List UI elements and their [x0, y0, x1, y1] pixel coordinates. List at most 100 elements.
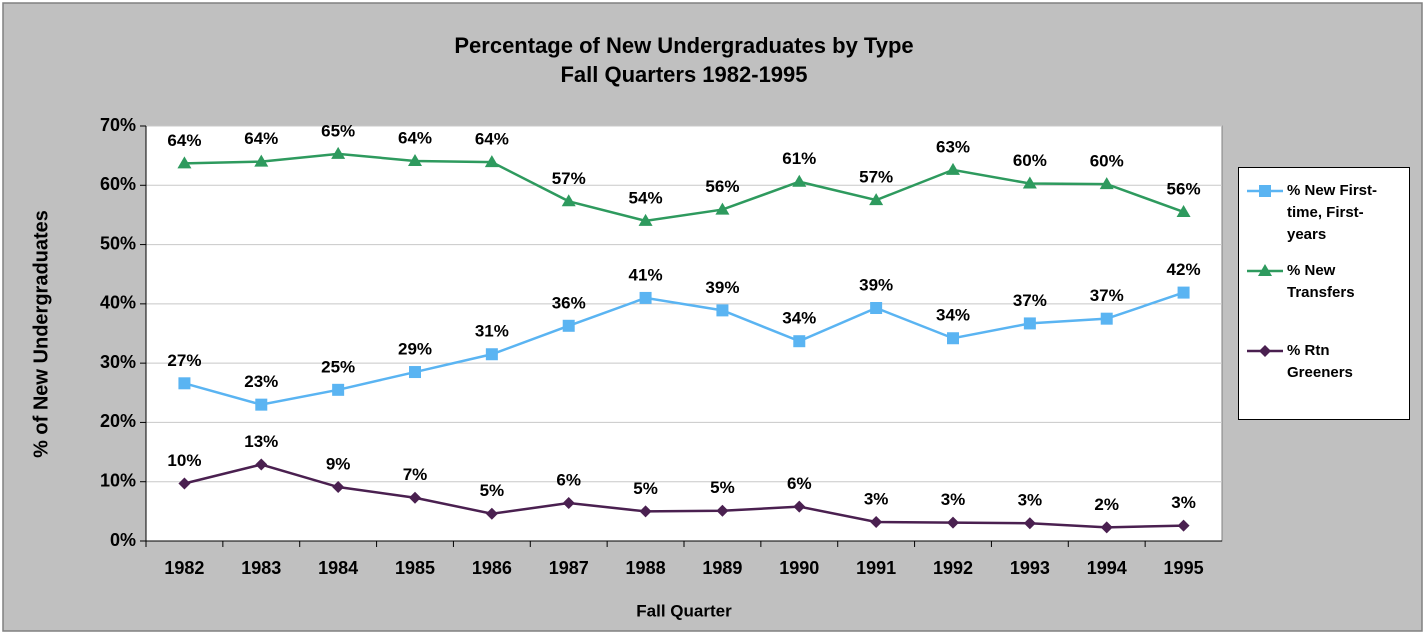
data-label: 64%	[475, 130, 509, 149]
x-tick-label: 1993	[1010, 558, 1050, 578]
marker	[639, 291, 652, 304]
y-tick-label: 70%	[100, 115, 136, 135]
y-tick-label: 50%	[100, 233, 136, 253]
data-label: 60%	[1090, 152, 1124, 171]
data-label: 34%	[782, 309, 816, 328]
series-line	[184, 463, 1184, 529]
series-line	[184, 291, 1184, 406]
data-label: 10%	[167, 451, 201, 470]
marker	[177, 156, 192, 169]
marker	[1177, 519, 1190, 532]
marker	[485, 348, 498, 361]
data-label: 23%	[244, 372, 278, 391]
data-label: 6%	[787, 474, 812, 493]
data-label: 54%	[629, 188, 663, 207]
marker	[869, 193, 884, 206]
data-label: 29%	[398, 340, 432, 359]
x-tick-label: 1988	[626, 558, 666, 578]
marker	[792, 174, 807, 187]
data-label: 6%	[556, 471, 581, 490]
x-tick-label: 1986	[472, 558, 512, 578]
legend-label: % New Transfers	[1287, 262, 1355, 301]
x-axis-label: Fall Quarter	[636, 601, 732, 620]
data-label: 60%	[1013, 151, 1047, 170]
data-label: 39%	[859, 275, 893, 294]
marker	[255, 398, 268, 411]
y-tick-label: 0%	[110, 530, 136, 550]
data-label: 42%	[1167, 260, 1201, 279]
marker	[409, 491, 421, 504]
marker	[409, 366, 421, 379]
legend-label: % New First-time, First-years	[1287, 182, 1378, 243]
data-label: 5%	[633, 479, 658, 498]
x-tick-label: 1982	[164, 558, 204, 578]
data-label: 25%	[321, 357, 355, 376]
marker	[562, 497, 575, 510]
x-tick-label: 1987	[549, 558, 589, 578]
marker	[1259, 185, 1271, 197]
legend: % New First-time, First-years % New Trans…	[1238, 167, 1410, 420]
x-tick-label: 1989	[702, 558, 742, 578]
data-label: 34%	[936, 306, 970, 325]
y-tick-label: 60%	[100, 174, 136, 194]
data-label: 3%	[1171, 493, 1196, 512]
marker	[1099, 177, 1114, 190]
marker	[1100, 521, 1113, 534]
data-label: 2%	[1094, 495, 1119, 514]
data-label: 64%	[398, 128, 432, 147]
data-label: 65%	[321, 121, 355, 140]
marker	[561, 194, 576, 207]
data-label: 5%	[710, 478, 735, 497]
x-tick-label: 1994	[1087, 558, 1127, 578]
marker	[870, 302, 883, 315]
marker	[332, 383, 345, 396]
data-label: 39%	[705, 278, 739, 297]
marker	[332, 481, 345, 494]
marker	[1176, 204, 1191, 217]
data-label: 7%	[403, 465, 428, 484]
marker	[947, 332, 959, 345]
marker	[715, 202, 730, 215]
chart-title: Percentage of New Undergraduates by Type	[454, 33, 913, 58]
data-label: 57%	[552, 169, 586, 188]
data-label: 36%	[552, 293, 586, 312]
data-label: 37%	[1013, 291, 1047, 310]
data-label: 31%	[475, 322, 509, 341]
legend-item: % Rtn Greeners	[1243, 340, 1405, 420]
marker	[331, 146, 346, 159]
marker	[485, 507, 498, 520]
marker	[1100, 312, 1113, 325]
x-tick-label: 1985	[395, 558, 435, 578]
data-label: 3%	[864, 490, 889, 509]
plot-area	[145, 125, 1223, 542]
marker	[716, 304, 729, 317]
legend-label: % Rtn Greeners	[1287, 342, 1353, 381]
marker	[1258, 264, 1272, 276]
marker	[1023, 317, 1036, 330]
marker	[638, 213, 653, 226]
x-tick-label: 1990	[779, 558, 819, 578]
data-label: 5%	[480, 481, 505, 500]
marker	[1177, 286, 1190, 299]
marker	[178, 477, 191, 490]
x-tick-label: 1992	[933, 558, 973, 578]
legend-swatch	[1247, 185, 1283, 197]
data-label: 37%	[1090, 286, 1124, 305]
x-tick-label: 1995	[1164, 558, 1204, 578]
marker	[870, 516, 883, 529]
series-line	[184, 152, 1184, 223]
legend-item: % New Transfers	[1243, 260, 1405, 340]
data-label: 63%	[936, 137, 970, 156]
y-axis-label: % of New Undergraduates	[30, 210, 52, 458]
data-label: 56%	[705, 177, 739, 196]
data-label: 9%	[326, 455, 351, 474]
data-label: 3%	[1018, 491, 1043, 510]
y-tick-label: 20%	[100, 411, 136, 431]
marker	[793, 500, 806, 513]
legend-swatch	[1247, 264, 1283, 276]
data-label: 61%	[782, 149, 816, 168]
marker	[1023, 517, 1036, 530]
x-tick-label: 1984	[318, 558, 358, 578]
